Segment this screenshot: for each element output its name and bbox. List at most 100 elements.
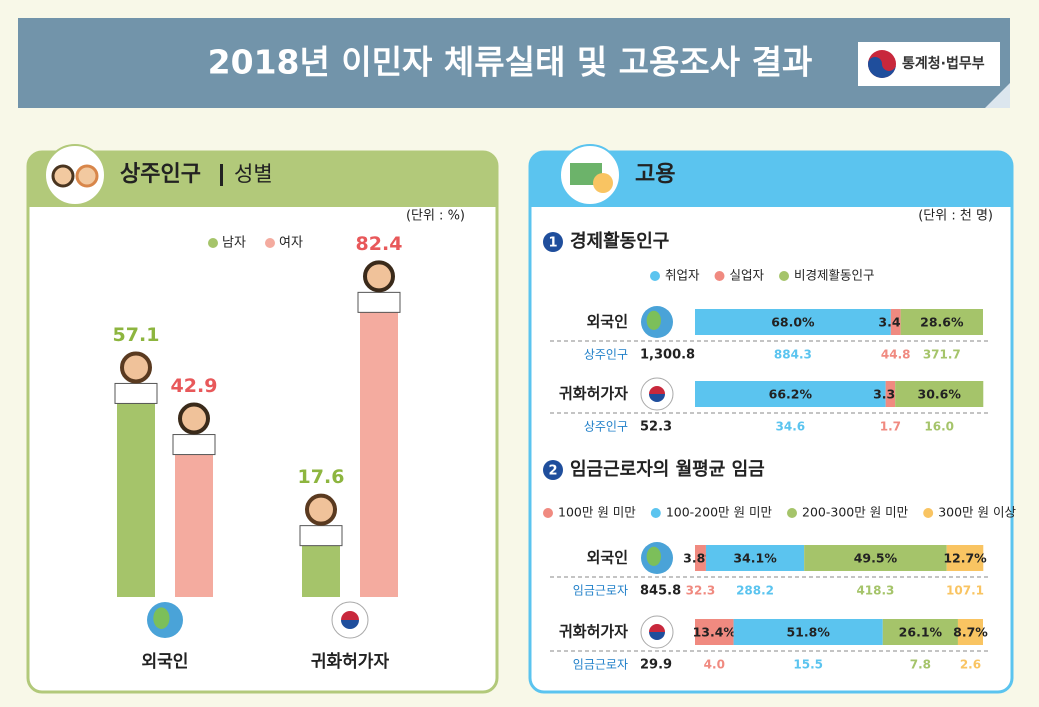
category-label: 귀화허가자 — [559, 623, 628, 641]
legend-dot — [787, 508, 797, 518]
total-value: 1,300.8 — [640, 348, 695, 363]
logo-part — [868, 57, 896, 78]
bar-segment — [890, 309, 901, 335]
left-panel-header — [28, 152, 497, 207]
header-fold — [985, 83, 1010, 108]
legend-label: 비경제활동인구 — [794, 268, 875, 283]
category-label: 귀화허가자 — [311, 652, 390, 672]
value-label: 82.4 — [356, 233, 403, 255]
right-panel-header — [530, 152, 1012, 207]
icon — [593, 173, 613, 193]
person-head — [363, 260, 395, 293]
legend-dot — [714, 271, 725, 281]
source: 통계청·법무부 — [902, 56, 985, 72]
person-head — [305, 493, 337, 526]
total-name: 임금근로자 — [573, 658, 628, 672]
person-shirt — [357, 291, 401, 313]
person-head — [178, 402, 210, 435]
flag-icon — [649, 632, 665, 640]
legend-dot — [208, 238, 218, 248]
icon — [51, 164, 75, 188]
total-value: 845.8 — [640, 584, 681, 599]
section-number-bg — [543, 232, 563, 252]
bar-segment — [895, 381, 984, 407]
left-panel — [26, 150, 499, 694]
section-number: 2 — [548, 464, 557, 479]
panel-title: 고용 — [635, 162, 675, 187]
count-label: 288.2 — [736, 584, 774, 598]
globe-icon — [646, 546, 661, 567]
panel-subtitle: 성별 — [234, 162, 273, 186]
legend-dot — [779, 271, 790, 281]
count-label: 44.8 — [881, 348, 911, 362]
flag-icon — [649, 386, 665, 394]
category-label: 외국인 — [587, 549, 628, 567]
count-label: 4.0 — [704, 658, 725, 672]
flag-icon — [649, 394, 665, 402]
bar-segment — [695, 619, 734, 645]
bar — [117, 391, 155, 597]
total-name: 상주인구 — [584, 420, 628, 434]
globe-icon — [153, 607, 170, 629]
count-label: 16.0 — [924, 420, 954, 434]
flag-icon — [341, 611, 359, 620]
flag-icon — [649, 624, 665, 632]
count-label: 884.3 — [774, 348, 812, 362]
flag-icon — [341, 620, 359, 629]
value-label: 13.4% — [693, 625, 737, 640]
person-head — [120, 351, 152, 384]
legend-label: 200-300만 원 미만 — [802, 505, 909, 520]
value-label: 49.5% — [854, 551, 898, 566]
person-shirt — [172, 434, 216, 456]
value-label: 17.6 — [298, 466, 345, 488]
people-icon-bg — [44, 144, 106, 206]
count-label: 7.8 — [910, 658, 931, 672]
legend-label: 실업자 — [730, 268, 765, 283]
value-label: 12.7% — [943, 551, 987, 566]
bar — [175, 442, 213, 597]
value-label: 28.6% — [920, 315, 964, 330]
bar-segment — [885, 381, 896, 407]
bar-segment — [695, 309, 891, 335]
total-value: 52.3 — [640, 420, 672, 435]
bar-segment — [957, 619, 983, 645]
person-shirt — [299, 525, 343, 547]
value-label: 30.6% — [918, 387, 962, 402]
bar-segment — [733, 619, 883, 645]
separator — [220, 164, 223, 186]
icon — [75, 164, 99, 188]
value-label: 26.1% — [899, 625, 943, 640]
count-label: 2.6 — [960, 658, 981, 672]
category-label: 외국인 — [587, 313, 628, 331]
header-band — [18, 18, 1010, 108]
bar-segment — [946, 545, 984, 571]
value-label: 8.7% — [953, 625, 988, 640]
total-value: 29.9 — [640, 658, 672, 673]
section-title: 임금근로자의 월평균 임금 — [570, 459, 765, 480]
bar-segment — [695, 381, 886, 407]
count-label: 107.1 — [946, 584, 984, 598]
count-label: 1.7 — [880, 420, 901, 434]
value-label: 57.1 — [113, 324, 160, 346]
legend-dot — [650, 271, 660, 281]
value-label: 34.1% — [733, 551, 777, 566]
legend-label: 100-200만 원 미만 — [666, 505, 773, 520]
person-shirt — [114, 382, 158, 404]
category-label: 외국인 — [142, 652, 189, 672]
bar-segment — [705, 545, 805, 571]
legend-dot — [543, 508, 553, 518]
legend-label: 남자 — [222, 236, 246, 251]
legend-label: 300만 원 이상 — [938, 505, 1016, 520]
bar-segment — [695, 545, 706, 571]
count-label: 418.3 — [856, 584, 894, 598]
count-label: 15.5 — [793, 658, 823, 672]
value-label: 51.8% — [786, 625, 830, 640]
value-label: 42.9 — [171, 375, 218, 397]
main-title: 2018년 이민자 체류실태 및 고용조사 결과 — [208, 43, 813, 82]
value-label: 66.2% — [769, 387, 813, 402]
legend-label: 취업자 — [665, 268, 700, 283]
count-label: 371.7 — [923, 348, 961, 362]
panel-title: 상주인구 — [120, 162, 201, 187]
total-name: 상주인구 — [584, 348, 628, 362]
